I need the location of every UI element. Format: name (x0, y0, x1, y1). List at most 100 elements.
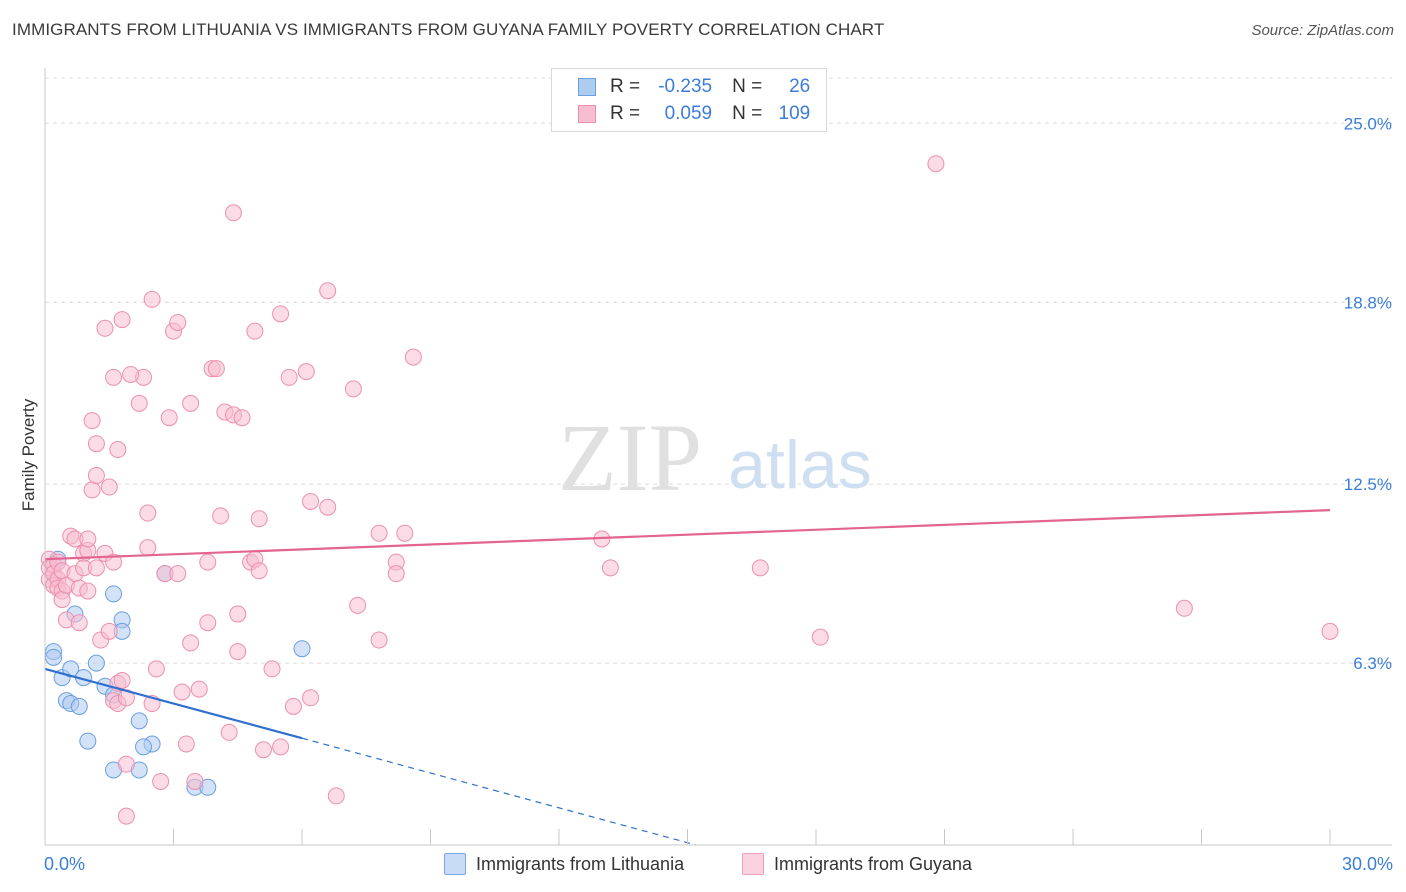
guyana-point (182, 634, 200, 652)
guyana-point (113, 311, 131, 329)
guyana-point (87, 466, 105, 484)
points-layer (40, 155, 1339, 825)
guyana-point (319, 282, 337, 300)
source-credit: Source: ZipAtlas.com (1251, 22, 1394, 39)
guyana-point (190, 680, 208, 698)
guyana-point (70, 614, 88, 632)
guyana-point (79, 530, 97, 548)
guyana-point (207, 360, 225, 378)
guyana-point (344, 380, 362, 398)
guyana-legend-swatch (742, 853, 764, 875)
guyana-point (105, 368, 123, 386)
legend-item-guyana: Immigrants from Guyana (742, 852, 972, 876)
guyana-point (1321, 622, 1339, 640)
guyana-point (117, 755, 135, 773)
guyana-point (272, 738, 290, 756)
lithuania-point (70, 697, 88, 715)
guyana-point (263, 660, 281, 678)
guyana-point (53, 591, 71, 609)
y-tick-label: 18.8% (1344, 293, 1392, 312)
guyana-point (83, 412, 101, 430)
guyana-point (811, 628, 829, 646)
guyana-point (96, 319, 114, 337)
n-value: 109 (778, 103, 811, 124)
guyana-point (396, 524, 414, 542)
lithuania-trendline-extension (301, 737, 697, 846)
guyana-swatch (578, 105, 596, 123)
r-value: 0.059 (664, 103, 713, 124)
guyana-point (139, 504, 157, 522)
guyana-point (246, 322, 264, 340)
guyana-point (327, 787, 345, 805)
guyana-point (297, 363, 315, 381)
guyana-point (139, 539, 157, 557)
guyana-point (1175, 599, 1193, 617)
guyana-point (109, 441, 127, 459)
n-label: N = (732, 76, 763, 97)
x-tick-label: 0.0% (44, 854, 85, 874)
guyana-point (79, 582, 97, 600)
y-tick-label: 25.0% (1344, 114, 1392, 133)
guyana-point (160, 409, 178, 427)
lithuania-point (293, 640, 311, 658)
r-label: R = (610, 103, 641, 124)
guyana-point (130, 394, 148, 412)
x-tick-label: 30.0% (1342, 854, 1393, 874)
lithuania-point (135, 738, 153, 756)
legend-item-lithuania: Immigrants from Lithuania (444, 852, 684, 876)
guyana-point (302, 492, 320, 510)
guyana-point (87, 435, 105, 453)
guyana-point (319, 498, 337, 516)
trend-layer (44, 509, 1331, 846)
chart-title: IMMIGRANTS FROM LITHUANIA VS IMMIGRANTS … (12, 20, 885, 39)
lithuania-point (45, 648, 63, 666)
lithuania-swatch (578, 78, 596, 96)
guyana-point (927, 155, 945, 173)
guyana-point (177, 735, 195, 753)
lithuania-point (130, 712, 148, 730)
watermark-atlas: atlas (728, 427, 872, 503)
y-tick-label: 12.5% (1344, 475, 1392, 494)
guyana-point (250, 510, 268, 528)
guyana-point (199, 553, 217, 571)
guyana-point (173, 683, 191, 701)
guyana-point (254, 741, 272, 759)
legend-label-lithuania: Immigrants from Lithuania (476, 853, 685, 874)
guyana-point (100, 478, 118, 496)
guyana-point (601, 559, 619, 577)
guyana-point (229, 605, 247, 623)
guyana-point (182, 394, 200, 412)
lithuania-point (79, 732, 97, 750)
guyana-point (233, 409, 251, 427)
guyana-point (212, 507, 230, 525)
guyana-point (199, 614, 217, 632)
n-label: N = (732, 103, 763, 124)
legend-label-guyana: Immigrants from Guyana (774, 853, 973, 874)
guyana-point (370, 631, 388, 649)
axis-layer: 6.3% 12.5% 18.8% 25.0% 0.0% 30.0% (44, 68, 1393, 874)
guyana-point (117, 807, 135, 825)
y-tick-label: 6.3% (1353, 654, 1392, 673)
grid-layer (45, 77, 1392, 664)
lithuania-point (87, 654, 105, 672)
guyana-point (229, 643, 247, 661)
guyana-point (186, 772, 204, 790)
guyana-point (220, 723, 238, 741)
guyana-point (105, 553, 123, 571)
lithuania-legend-swatch (444, 853, 466, 875)
stats-row-lithuania: R = -0.235 N = 26 (578, 75, 810, 99)
guyana-point (87, 559, 105, 577)
guyana-point (302, 689, 320, 707)
guyana-point (751, 559, 769, 577)
guyana-point (113, 671, 131, 689)
guyana-point (147, 660, 165, 678)
y-axis-title: Family Poverty (19, 398, 38, 511)
watermark-zip: ZIP (558, 404, 702, 511)
guyana-point (100, 622, 118, 640)
guyana-point (387, 565, 405, 583)
guyana-point (404, 348, 422, 366)
guyana-point (169, 565, 187, 583)
guyana-point (272, 305, 290, 323)
n-value: 26 (789, 76, 811, 97)
